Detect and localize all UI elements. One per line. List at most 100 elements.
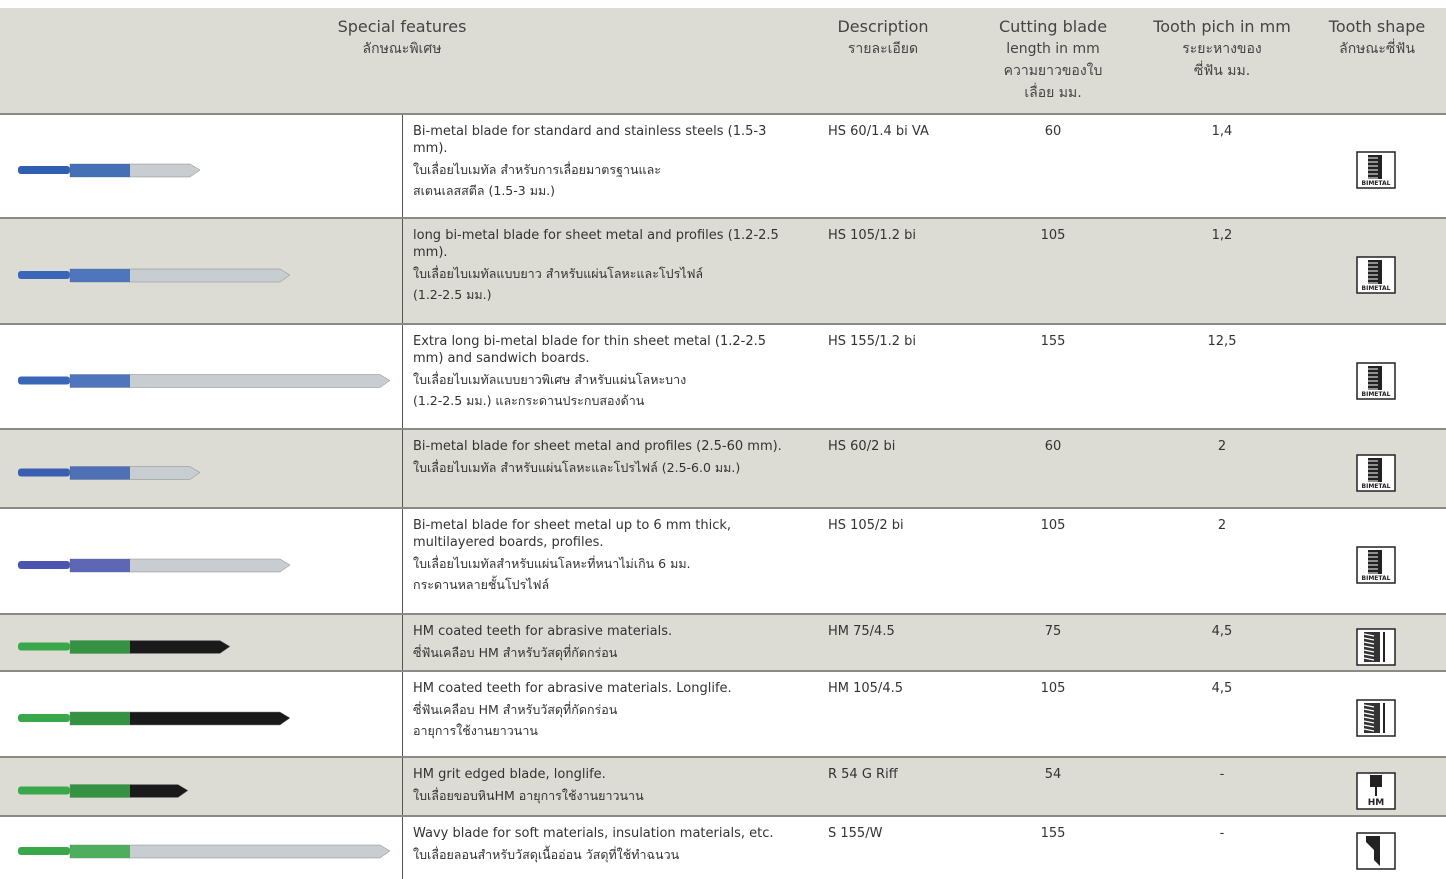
pitch: 12,5 — [1207, 334, 1237, 349]
length: 105 — [1040, 518, 1066, 533]
header-cell: Cutting blade length in mm ความยาวของใบ เลื… — [993, 16, 1113, 104]
pitch: 4,5 — [1211, 681, 1233, 696]
header-cell: Description รายละเอียด — [823, 16, 943, 60]
header-line: length in mm — [1006, 41, 1100, 57]
description-th: อายุการใช้งานยาวนาน — [413, 723, 538, 738]
tooth-shape-icon: BIMETAL — [1356, 546, 1396, 584]
description-th: (1.2-2.5 มม.) — [413, 287, 492, 302]
divider — [402, 430, 403, 509]
icon-teeth — [1368, 260, 1382, 284]
icon-tooth — [1363, 712, 1375, 716]
description: Bi-metal blade for standard and stainles… — [413, 123, 788, 201]
description-en: HM coated teeth for abrasive materials. — [413, 624, 673, 639]
icon-label: BIMETAL — [1362, 285, 1391, 292]
description: Extra long bi-metal blade for thin sheet… — [413, 333, 788, 411]
table-row: Bi-metal blade for sheet metal and profi… — [0, 428, 1446, 509]
table-row: Bi-metal blade for standard and stainles… — [0, 113, 1446, 219]
blade-shank — [18, 714, 70, 722]
table-row: Extra long bi-metal blade for thin sheet… — [0, 323, 1446, 430]
header-line: ระยะหางของ — [1182, 41, 1262, 57]
blade-image — [18, 558, 291, 573]
blade-band — [70, 845, 130, 858]
header-line: Description — [837, 17, 929, 36]
blade-shank — [18, 376, 70, 385]
description-en: long bi-metal blade for sheet metal and … — [413, 228, 779, 260]
icon-tooth — [1363, 652, 1375, 657]
header-line: Tooth shape — [1328, 17, 1426, 36]
blade-shank — [18, 642, 70, 651]
description: Bi-metal blade for sheet metal and profi… — [413, 438, 788, 478]
blade-band — [70, 712, 130, 725]
description-en: Wavy blade for soft materials, insulatio… — [413, 826, 774, 841]
icon-tooth — [1363, 716, 1375, 720]
header-line: Cutting blade — [998, 17, 1108, 36]
blade-image — [18, 784, 189, 798]
description-en: HM coated teeth for abrasive materials. … — [413, 681, 732, 696]
table-row: Bi-metal blade for sheet metal up to 6 m… — [0, 507, 1446, 615]
icon-label: BIMETAL — [1362, 575, 1391, 582]
pitch: - — [1219, 767, 1225, 782]
icon-tooth — [1363, 708, 1375, 712]
divider — [402, 219, 403, 325]
divider — [402, 509, 403, 615]
header-line: เลื่อย มม. — [1024, 85, 1082, 101]
description: long bi-metal blade for sheet metal and … — [413, 227, 788, 305]
icon-label: BIMETAL — [1362, 391, 1391, 398]
blade-shank — [18, 166, 70, 174]
divider — [402, 672, 403, 758]
tooth-shape-icon: BIMETAL — [1356, 151, 1396, 189]
table-row: HM coated teeth for abrasive materials. ซ… — [0, 613, 1446, 672]
description-th: สเตนเลสสตีล (1.5-3 มม.) — [413, 183, 556, 198]
code: HM 75/4.5 — [828, 624, 895, 639]
description: HM coated teeth for abrasive materials. ซ… — [413, 623, 788, 663]
length: 155 — [1040, 826, 1066, 841]
blade-shank — [18, 468, 70, 477]
description-th: (1.2-2.5 มม.) และกระดานประกบสองด้าน — [413, 393, 645, 408]
length: 105 — [1040, 681, 1066, 696]
blade-image — [18, 844, 391, 859]
code: HM 105/4.5 — [828, 681, 903, 696]
blade-image — [18, 466, 201, 480]
code: HS 60/1.4 bi VA — [828, 124, 929, 139]
divider — [402, 758, 403, 817]
header-cell: Tooth pich in mm ระยะหางของ ซี่ฟัน มม. — [1142, 16, 1302, 82]
tooth-shape-icon: BIMETAL — [1356, 453, 1396, 492]
tooth-shape-icon — [1356, 699, 1396, 737]
description-th: ใบเลื่อยไบเมทัล สำหรับแผ่นโลหะและโปรไฟล์… — [413, 460, 741, 475]
icon-tooth — [1363, 640, 1375, 645]
icon-tooth — [1363, 632, 1375, 637]
description-th: ใบเลื่อยไบเมทัลแบบยาวพิเศษ สำหรับแผ่นโลห… — [413, 372, 687, 387]
pitch: 2 — [1217, 518, 1227, 533]
blade-band — [70, 269, 130, 282]
length: 54 — [1044, 767, 1062, 782]
pitch: 1,2 — [1211, 228, 1233, 243]
blade-band — [70, 559, 130, 572]
description-en: Bi-metal blade for sheet metal and profi… — [413, 439, 782, 454]
divider — [402, 115, 403, 219]
description-th: ใบเลื่อยไบเมทัลแบบยาว สำหรับแผ่นโลหะและโ… — [413, 266, 704, 281]
icon-label: HM — [1368, 798, 1385, 808]
table-row: HM grit edged blade, longlife. ใบเลื่อยขอ… — [0, 756, 1446, 817]
blade-image — [18, 374, 391, 388]
blade-shank — [18, 271, 70, 279]
blade-image — [18, 163, 201, 178]
description: Wavy blade for soft materials, insulatio… — [413, 825, 788, 865]
code: HS 155/1.2 bi — [828, 334, 917, 349]
blade-shank — [18, 561, 70, 569]
table-row: HM coated teeth for abrasive materials. … — [0, 670, 1446, 758]
tooth-shape-icon — [1356, 832, 1396, 870]
length: 75 — [1044, 624, 1062, 639]
blade-band — [70, 164, 130, 177]
table-row: long bi-metal blade for sheet metal and … — [0, 217, 1446, 325]
tooth-shape-icon: BIMETAL — [1356, 256, 1396, 294]
length: 60 — [1044, 439, 1062, 454]
description-th: ซี่ฟันเคลือบ HM สำหรับวัสดุที่กัดกร่อน — [413, 645, 618, 660]
header-line: รายละเอียด — [847, 41, 919, 57]
icon-label: BIMETAL — [1362, 483, 1391, 490]
code: HS 105/2 bi — [828, 518, 904, 533]
header-cell: Tooth shape ลักษณะซี่ฟัน — [1318, 16, 1436, 60]
pitch: 4,5 — [1211, 624, 1233, 639]
blade-image — [18, 711, 291, 726]
divider — [402, 817, 403, 879]
